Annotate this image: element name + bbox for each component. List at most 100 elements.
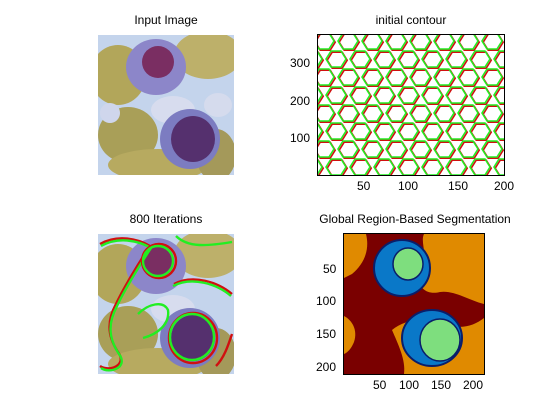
contour-cell-red [326, 51, 349, 70]
contour-cell-red [318, 51, 325, 70]
segmentation-title: Global Region-Based Segmentation [319, 212, 511, 226]
contour-cell-green [361, 68, 383, 86]
input-image-title: Input Image [134, 13, 198, 27]
contour-cell-green [325, 86, 347, 104]
contour-cell-green [349, 122, 371, 140]
contour-cell-green [325, 158, 347, 175]
contour-cell-green [457, 140, 479, 158]
contour-cell-red [386, 35, 409, 52]
contour-cell-green [397, 86, 419, 104]
contour-cell-red [318, 69, 337, 88]
contour-cell-red [482, 141, 504, 160]
contour-cell-green [337, 68, 359, 86]
contour-cell-green [337, 35, 359, 50]
contour-cell-green [493, 50, 504, 68]
contour-cell-red [398, 123, 421, 142]
contour-cell-red [326, 87, 349, 106]
contour-cell-red [398, 51, 421, 70]
contour-cell-red [470, 51, 493, 70]
contour-cell-red [398, 87, 421, 106]
contour-cell-green [469, 122, 491, 140]
initial-contour-title: initial contour [375, 13, 447, 27]
contour-cell-green [385, 104, 407, 122]
contour-cell-green [337, 140, 359, 158]
seg-ytick-200: 200 [316, 360, 337, 374]
contour-cell-red [318, 35, 337, 52]
contour-cell-red [318, 87, 325, 106]
contour-cell-red [338, 105, 361, 124]
contour-cell-green [318, 87, 323, 103]
contour-cell-green [469, 158, 491, 175]
segmentation-image [344, 234, 484, 374]
seg-ytick-150: 150 [316, 327, 337, 341]
contour-cell-red [338, 35, 361, 52]
seg-xtick-150: 150 [431, 378, 452, 392]
contour-cell-red [338, 141, 361, 160]
contour-cell-red [470, 159, 493, 175]
contour-cell-green [493, 86, 504, 104]
contour-cell-green [373, 158, 395, 175]
contour-cell-green [481, 140, 503, 158]
contour-xtick-50: 50 [357, 179, 371, 193]
initial-contour-plot [318, 35, 504, 175]
contour-cell-green [361, 35, 383, 50]
contour-cell-red [386, 69, 409, 88]
contour-cell-red [374, 51, 397, 70]
contour-cell-green [373, 86, 395, 104]
contour-cell-green [361, 140, 383, 158]
contour-cell-red [362, 141, 385, 160]
contour-cell-green [349, 50, 371, 68]
contour-cell-green [433, 140, 455, 158]
contour-cell-red [458, 141, 481, 160]
contour-cell-red [482, 105, 504, 124]
contour-cell-red [410, 105, 433, 124]
contour-cell-red [338, 69, 361, 88]
segmentation-panel [343, 233, 485, 375]
contour-cell-green [409, 35, 431, 50]
contour-cell-red [422, 87, 445, 106]
contour-cell-red [326, 123, 349, 142]
contour-cell-green [361, 104, 383, 122]
iterations-image [98, 234, 234, 374]
contour-cell-red [458, 105, 481, 124]
contour-cell-green [409, 68, 431, 86]
contour-cell-red [434, 69, 457, 88]
contour-cell-green [421, 86, 443, 104]
contour-cell-green [349, 158, 371, 175]
contour-cell-red [422, 51, 445, 70]
contour-cell-green [481, 104, 503, 122]
contour-cell-red [350, 87, 373, 106]
contour-cell-green [469, 50, 491, 68]
contour-cell-green [493, 122, 504, 140]
contour-cell-red [482, 35, 504, 52]
iterations-panel [98, 234, 234, 374]
contour-cell-red [362, 69, 385, 88]
contour-cell-green [385, 68, 407, 86]
contour-cell-green [421, 122, 443, 140]
contour-xtick-200: 200 [494, 179, 515, 193]
contour-cell-green [373, 122, 395, 140]
contour-cell-green [409, 104, 431, 122]
contour-cell-green [433, 68, 455, 86]
contour-cell-red [374, 87, 397, 106]
contour-ytick-200: 200 [290, 94, 311, 108]
contour-cell-red [386, 141, 409, 160]
contour-cell-red [482, 69, 504, 88]
contour-cell-green [481, 68, 503, 86]
seg-ytick-50: 50 [323, 262, 337, 276]
contour-cell-red [494, 159, 504, 175]
contour-cell-green [481, 35, 503, 50]
contour-cell-green [445, 158, 467, 175]
contour-cell-red [434, 141, 457, 160]
contour-cell-green [397, 122, 419, 140]
contour-cell-red [494, 87, 504, 106]
contour-cell-red [326, 159, 349, 175]
contour-cell-red [494, 51, 504, 70]
contour-cell-red [422, 123, 445, 142]
contour-cell-red [318, 159, 325, 175]
contour-cell-green [385, 140, 407, 158]
contour-cell-red [470, 87, 493, 106]
contour-cell-red [446, 123, 469, 142]
contour-cell-red [458, 35, 481, 52]
contour-cell-green [457, 104, 479, 122]
